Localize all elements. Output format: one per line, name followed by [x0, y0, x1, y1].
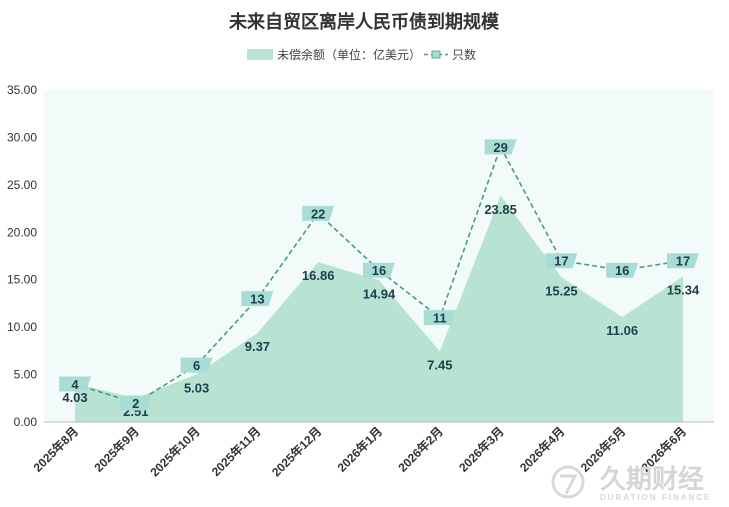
- count-marker-shape: [302, 205, 335, 221]
- count-value-label: 17: [676, 254, 690, 269]
- x-tick-label: 2026年4月: [516, 424, 567, 475]
- x-tick-label: 2025年10月: [147, 424, 203, 480]
- count-marker-shape: [423, 310, 456, 326]
- y-tick-label: 20.00: [7, 225, 37, 239]
- count-value-label: 4: [71, 377, 79, 392]
- watermark-subtext: DURATION FINANCE: [600, 493, 711, 502]
- count-marker-shape: [363, 262, 395, 278]
- y-tick-label: 10.00: [7, 320, 37, 334]
- count-marker-shape: [241, 291, 274, 307]
- area-value-label: 4.03: [62, 390, 87, 405]
- x-tick-label: 2025年8月: [30, 424, 81, 475]
- count-data-labels: 4 2 6 13 22 16 11 29 17 16 17: [59, 139, 699, 411]
- legend-area-swatch: [247, 49, 273, 60]
- y-axis: 0.00 5.00 10.00 15.00 20.00 25.00 30.00 35.00: [7, 83, 37, 429]
- x-tick-label: 2025年12月: [268, 424, 324, 480]
- count-value-label: 16: [615, 263, 629, 278]
- x-tick-label: 2025年9月: [91, 424, 142, 475]
- legend-area-label: 未偿余额（单位：亿美元）: [277, 47, 421, 62]
- count-value-label: 13: [250, 292, 264, 307]
- area-value-label: 5.03: [184, 380, 209, 395]
- area-value-label: 7.45: [427, 357, 452, 372]
- count-value-label: 11: [433, 311, 447, 326]
- count-marker-shape: [119, 395, 152, 411]
- count-point: 17: [667, 253, 699, 269]
- area-value-label: 16.86: [302, 268, 335, 283]
- y-tick-label: 15.00: [7, 273, 37, 287]
- watermark-logo-icon: [551, 465, 585, 499]
- count-marker-shape: [606, 262, 639, 278]
- count-point: 16: [606, 262, 639, 278]
- x-tick-label: 2026年3月: [456, 424, 507, 475]
- area-value-label: 15.34: [667, 282, 700, 297]
- x-tick-label: 2026年2月: [395, 424, 446, 475]
- count-marker-shape: [484, 139, 517, 155]
- y-tick-label: 0.00: [14, 415, 38, 429]
- count-point: 6: [180, 357, 213, 373]
- legend[interactable]: 未偿余额（单位：亿美元） 只数: [247, 47, 476, 62]
- count-marker-shape: [59, 376, 91, 392]
- count-value-label: 16: [372, 263, 386, 278]
- watermark: 久期财经 DURATION FINANCE: [551, 464, 711, 502]
- x-axis: 2025年8月 2025年9月 2025年10月 2025年11月 2025年12月 20…: [30, 424, 689, 480]
- count-point: 22: [302, 205, 335, 221]
- x-tick-label: 2025年11月: [208, 424, 263, 479]
- count-value-label: 6: [193, 358, 200, 373]
- y-tick-label: 25.00: [7, 178, 37, 192]
- count-point: 11: [423, 310, 456, 326]
- count-value-label: 2: [132, 396, 139, 411]
- count-point: 13: [241, 291, 274, 307]
- watermark-text: 久期财经: [600, 464, 704, 494]
- count-point: 2: [119, 395, 152, 411]
- area-value-label: 11.06: [606, 323, 638, 338]
- count-point: 16: [363, 262, 395, 278]
- area-value-label: 15.25: [545, 283, 578, 298]
- area-value-label: 23.85: [484, 202, 517, 217]
- count-marker-shape: [545, 253, 578, 269]
- count-point: 29: [484, 139, 517, 155]
- legend-line-label: 只数: [452, 47, 476, 62]
- y-tick-label: 35.00: [7, 83, 37, 97]
- y-tick-label: 30.00: [7, 130, 37, 144]
- count-point: 17: [545, 253, 578, 269]
- area-data-labels: 4.032.515.039.3716.8614.947.4523.8515.25…: [62, 202, 700, 419]
- count-point: 4: [59, 376, 91, 392]
- chart-title: 未来自贸区离岸人民币债到期规模: [229, 11, 500, 32]
- count-marker-shape: [180, 357, 213, 373]
- count-value-label: 29: [493, 140, 507, 155]
- count-marker-shape: [667, 253, 699, 269]
- area-value-label: 14.94: [363, 286, 396, 301]
- x-tick-label: 2026年1月: [334, 424, 385, 475]
- y-tick-label: 5.00: [14, 368, 38, 382]
- count-value-label: 22: [311, 206, 325, 221]
- count-value-label: 17: [554, 254, 568, 269]
- legend-line-marker: [431, 50, 441, 59]
- area-value-label: 9.37: [245, 339, 270, 354]
- area-series-unpaid-balance: [75, 195, 683, 422]
